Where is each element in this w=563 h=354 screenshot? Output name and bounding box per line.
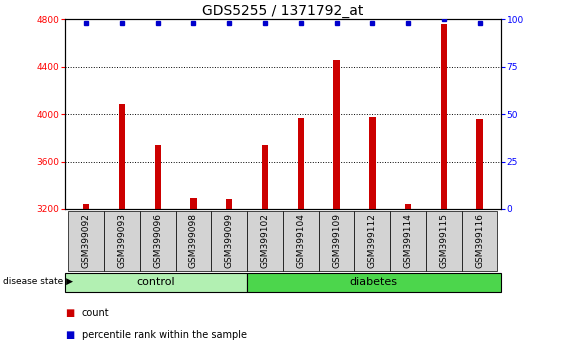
Bar (154, 145, 161, 354)
FancyBboxPatch shape (211, 211, 247, 271)
Text: disease state ▶: disease state ▶ (3, 277, 73, 286)
Bar (83, 204, 90, 354)
Text: GSM399092: GSM399092 (82, 213, 91, 268)
Bar (333, 60, 340, 354)
Text: GSM399116: GSM399116 (475, 213, 484, 268)
Text: GSM399112: GSM399112 (368, 213, 377, 268)
Text: GSM399115: GSM399115 (439, 213, 448, 268)
Text: GSM399098: GSM399098 (189, 213, 198, 268)
Bar (405, 204, 412, 354)
Text: count: count (82, 308, 109, 318)
Text: percentile rank within the sample: percentile rank within the sample (82, 330, 247, 339)
FancyBboxPatch shape (140, 211, 176, 271)
Text: ■: ■ (65, 308, 74, 318)
Text: GSM399109: GSM399109 (332, 213, 341, 268)
Text: GSM399099: GSM399099 (225, 213, 234, 268)
Text: GSM399114: GSM399114 (404, 213, 413, 268)
Title: GDS5255 / 1371792_at: GDS5255 / 1371792_at (202, 5, 364, 18)
FancyBboxPatch shape (462, 211, 498, 271)
Bar (476, 119, 483, 354)
FancyBboxPatch shape (104, 211, 140, 271)
Text: GSM399093: GSM399093 (118, 213, 127, 268)
FancyBboxPatch shape (247, 273, 501, 292)
FancyBboxPatch shape (355, 211, 390, 271)
FancyBboxPatch shape (65, 273, 247, 292)
FancyBboxPatch shape (426, 211, 462, 271)
FancyBboxPatch shape (176, 211, 211, 271)
Bar (226, 199, 233, 354)
Text: GSM399096: GSM399096 (153, 213, 162, 268)
Text: GSM399104: GSM399104 (296, 213, 305, 268)
FancyBboxPatch shape (319, 211, 355, 271)
Bar (262, 145, 268, 354)
Text: GSM399102: GSM399102 (261, 213, 270, 268)
Text: ■: ■ (65, 330, 74, 339)
FancyBboxPatch shape (247, 211, 283, 271)
FancyBboxPatch shape (390, 211, 426, 271)
FancyBboxPatch shape (68, 211, 104, 271)
Text: diabetes: diabetes (350, 277, 398, 287)
Bar (298, 118, 304, 354)
Bar (369, 116, 376, 354)
Bar (119, 103, 125, 354)
FancyBboxPatch shape (283, 211, 319, 271)
Text: control: control (136, 277, 175, 287)
Bar (441, 24, 447, 354)
Bar (190, 198, 196, 354)
